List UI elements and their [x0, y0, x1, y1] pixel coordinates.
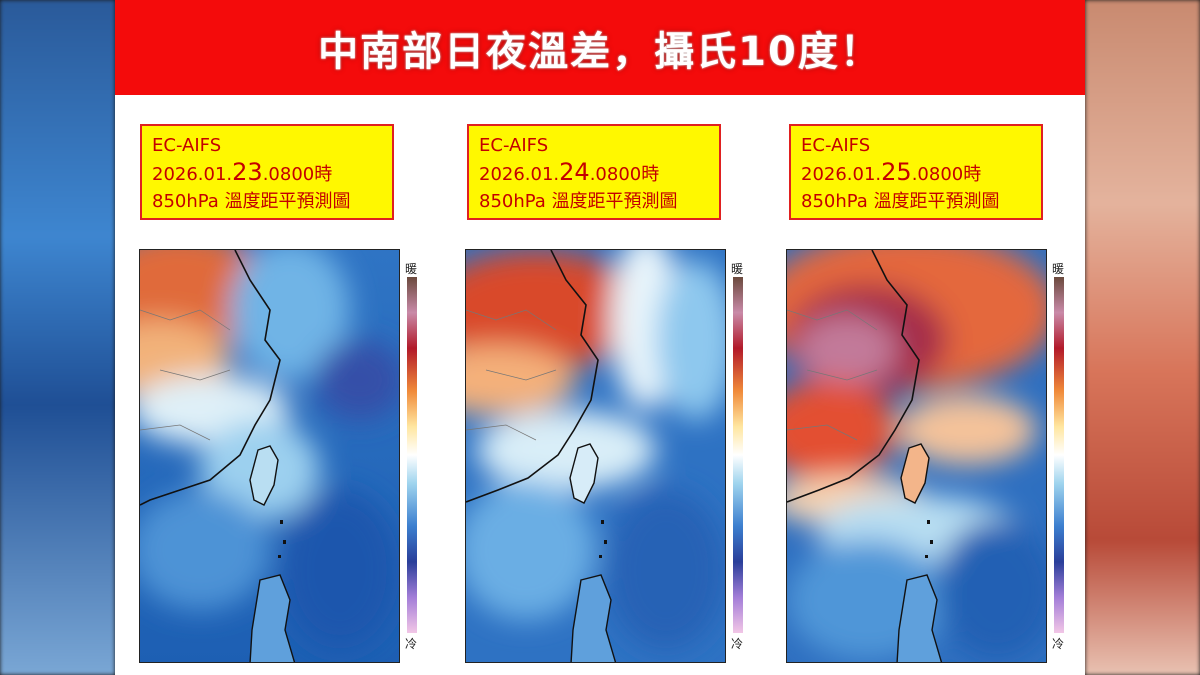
anomaly-map-1	[139, 249, 400, 663]
anomaly-map-3	[786, 249, 1047, 663]
panel-3-subtitle: 850hPa 溫度距平預測圖	[801, 191, 1000, 212]
title-banner: 中南部日夜溫差，攝氏10度！	[115, 0, 1085, 95]
graphic-card: 中南部日夜溫差，攝氏10度！ EC-AIFS 2026.01.23.0800時 …	[115, 0, 1085, 675]
panel-3: 暖 冷	[786, 249, 1064, 663]
scale-1-bar	[407, 277, 417, 633]
scale-2-warm-label: 暖	[731, 262, 744, 276]
anomaly-map-2-graphic	[466, 250, 725, 662]
panel-2-model: EC-AIFS	[479, 135, 549, 156]
scale-2-cold-label: 冷	[731, 637, 744, 651]
panel-2-datetime: 2026.01.24.0800時	[479, 158, 660, 186]
background-right-blur	[1085, 0, 1200, 675]
scale-3-bar	[1054, 277, 1064, 633]
color-scale-3: 暖 冷	[1052, 262, 1070, 659]
color-scale-2: 暖 冷	[731, 262, 749, 659]
panel-3-label: EC-AIFS 2026.01.25.0800時 850hPa 溫度距平預測圖	[789, 124, 1043, 220]
scale-1-cold-label: 冷	[405, 637, 418, 651]
color-scale-1: 暖 冷	[405, 262, 423, 659]
anomaly-map-1-graphic	[140, 250, 399, 662]
panel-2-subtitle: 850hPa 溫度距平預測圖	[479, 191, 678, 212]
scale-2-bar	[733, 277, 743, 633]
scale-3-cold-label: 冷	[1052, 637, 1065, 651]
panel-1-subtitle: 850hPa 溫度距平預測圖	[152, 191, 351, 212]
panel-2: 暖 冷	[465, 249, 743, 663]
panel-1-label: EC-AIFS 2026.01.23.0800時 850hPa 溫度距平預測圖	[140, 124, 394, 220]
anomaly-map-3-graphic	[787, 250, 1046, 662]
panel-1-datetime: 2026.01.23.0800時	[152, 158, 333, 186]
scale-1-warm-label: 暖	[405, 262, 418, 276]
panel-3-datetime: 2026.01.25.0800時	[801, 158, 982, 186]
panel-1-model: EC-AIFS	[152, 135, 222, 156]
headline: 中南部日夜溫差，攝氏10度！	[318, 28, 882, 75]
panel-3-model: EC-AIFS	[801, 135, 871, 156]
background-left-blur	[0, 0, 115, 675]
scale-3-warm-label: 暖	[1052, 262, 1065, 276]
panel-1: 暖 冷	[139, 249, 417, 663]
panel-2-label: EC-AIFS 2026.01.24.0800時 850hPa 溫度距平預測圖	[467, 124, 721, 220]
anomaly-map-2	[465, 249, 726, 663]
